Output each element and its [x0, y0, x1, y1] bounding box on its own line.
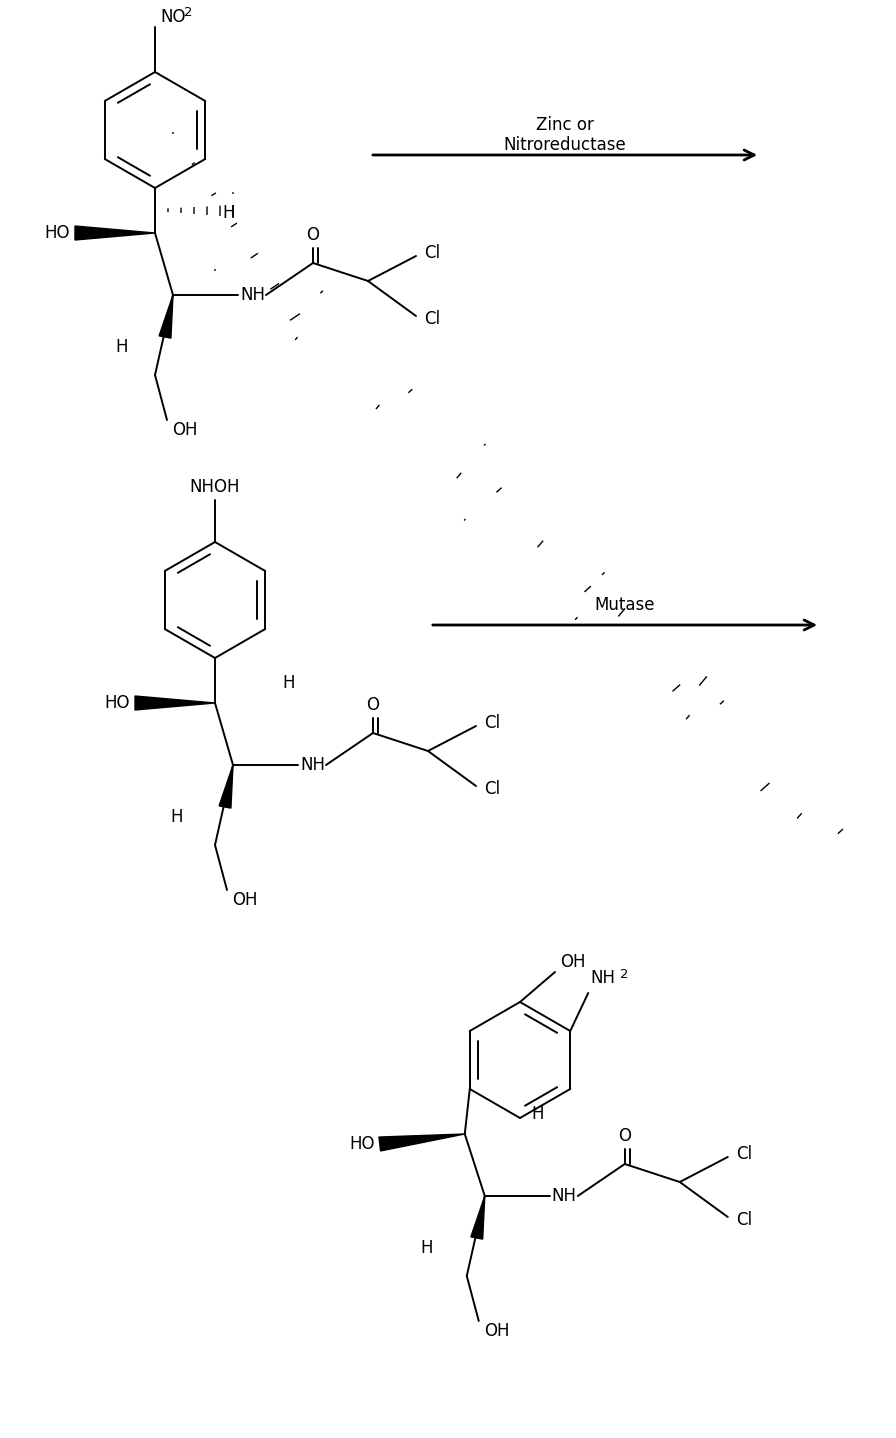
- Polygon shape: [379, 1135, 465, 1150]
- Text: NH: NH: [240, 286, 265, 303]
- Polygon shape: [75, 226, 155, 240]
- Text: O: O: [366, 696, 380, 715]
- Text: Cl: Cl: [736, 1145, 752, 1163]
- Text: H: H: [116, 338, 128, 357]
- Text: Cl: Cl: [424, 244, 440, 262]
- Text: 2: 2: [184, 7, 193, 20]
- Text: HO: HO: [349, 1135, 375, 1153]
- Text: OH: OH: [560, 953, 585, 971]
- Text: O: O: [306, 226, 320, 244]
- Text: NH: NH: [552, 1186, 577, 1205]
- Text: Cl: Cl: [736, 1211, 752, 1229]
- Text: NH: NH: [590, 969, 616, 986]
- Text: Nitroreductase: Nitroreductase: [504, 137, 626, 154]
- Text: H: H: [420, 1240, 433, 1257]
- Text: Mutase: Mutase: [595, 595, 655, 614]
- Text: HO: HO: [45, 224, 70, 242]
- Polygon shape: [471, 1196, 485, 1240]
- Polygon shape: [220, 765, 233, 808]
- Text: Cl: Cl: [484, 779, 500, 798]
- Text: NH: NH: [300, 756, 325, 774]
- Text: H: H: [282, 674, 295, 692]
- Text: H: H: [222, 204, 235, 221]
- Text: Cl: Cl: [484, 715, 500, 732]
- Text: Cl: Cl: [424, 311, 440, 328]
- Text: OH: OH: [484, 1322, 509, 1340]
- Text: H: H: [531, 1104, 544, 1123]
- Polygon shape: [135, 696, 215, 710]
- Text: H: H: [170, 808, 183, 825]
- Text: OH: OH: [172, 421, 197, 439]
- Text: Zinc or: Zinc or: [536, 116, 594, 134]
- Polygon shape: [159, 295, 173, 338]
- Text: HO: HO: [105, 695, 130, 712]
- Text: 2: 2: [620, 968, 629, 981]
- Text: NHOH: NHOH: [190, 477, 240, 496]
- Text: OH: OH: [232, 892, 257, 909]
- Text: O: O: [618, 1127, 632, 1145]
- Text: NO: NO: [160, 9, 185, 26]
